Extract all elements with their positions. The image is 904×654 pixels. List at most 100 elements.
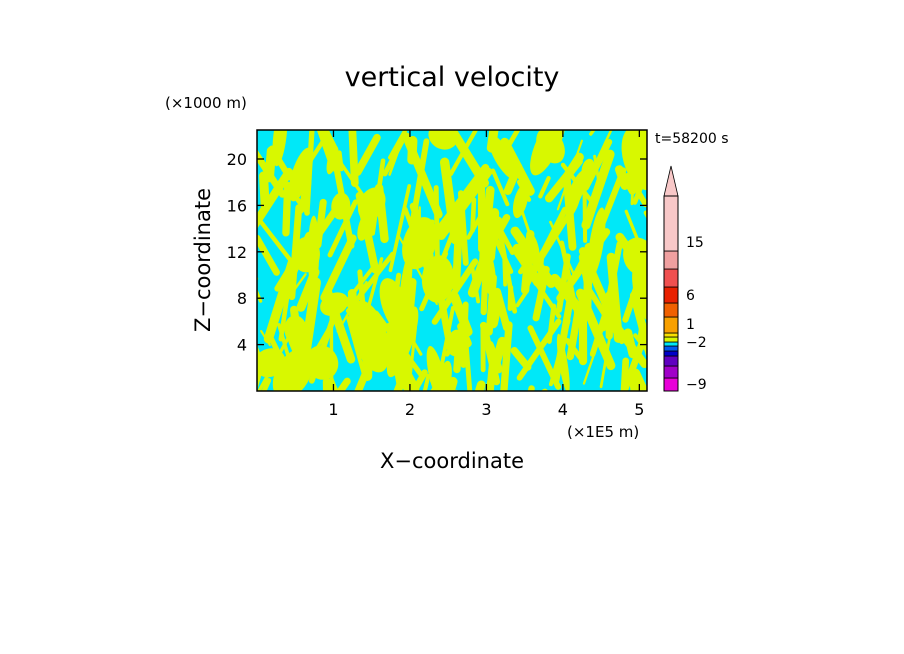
field-streak [583, 139, 613, 191]
field-blob [566, 169, 588, 208]
colorbar-segment [663, 268, 679, 288]
field-blob [421, 255, 455, 303]
field-blob [320, 292, 349, 316]
field-streak [261, 378, 272, 391]
colorbar-label: 6 [686, 288, 695, 304]
colorbar-segment [663, 377, 679, 392]
time-label: t=58200 s [655, 131, 729, 147]
field-streak [320, 234, 357, 302]
field-streak [589, 130, 596, 136]
field-blob [357, 187, 386, 221]
field-streak [646, 319, 647, 327]
field-streak [488, 296, 503, 329]
field-streak [250, 410, 281, 452]
field-streak [257, 239, 258, 264]
field-streak [338, 398, 347, 418]
colorbar-segment [663, 350, 679, 357]
x-axis-label: X−coordinate [380, 449, 524, 473]
field-blob [488, 134, 517, 179]
field-streak [291, 273, 307, 294]
field-streak [353, 133, 381, 176]
x-tick-label: 5 [634, 400, 644, 419]
field-bands [210, 130, 658, 462]
field-streak [210, 389, 252, 444]
field-streak [510, 346, 532, 371]
field-streak [452, 407, 475, 436]
field-streak [552, 292, 575, 384]
chart-title: vertical velocity [345, 62, 560, 93]
field-streak [300, 277, 321, 357]
field-streak [348, 130, 359, 187]
colorbar-segment [663, 345, 679, 352]
x-tick-label: 2 [405, 400, 415, 419]
field-streak [454, 389, 458, 391]
field-streak [438, 305, 455, 373]
colorbar-segment [663, 316, 679, 334]
colorbar-label: −9 [686, 377, 707, 393]
colorbar-label: 1 [686, 317, 695, 333]
y-tick-label: 16 [227, 196, 247, 215]
field-streak [646, 232, 647, 236]
colorbar-segment [663, 195, 679, 252]
field-blob [526, 232, 540, 262]
field-streak [410, 138, 430, 224]
field-streak [245, 266, 246, 286]
field-streak [533, 411, 538, 438]
field-blob [305, 345, 339, 380]
field-blob [623, 237, 647, 276]
field-blob [350, 300, 390, 373]
field-streak [502, 365, 509, 391]
field-streak [421, 407, 425, 437]
colorbar-segment [663, 332, 679, 338]
field-streak [470, 197, 477, 233]
field-blob [257, 348, 286, 378]
field-streak [541, 388, 548, 391]
field-streak [630, 177, 635, 206]
colorbar-frame [663, 195, 679, 392]
field-streak [499, 137, 535, 196]
field-streak [529, 210, 573, 276]
field-streak [651, 301, 658, 387]
field-streak [625, 172, 647, 208]
field-blob [426, 345, 447, 391]
colorbar-label: 15 [686, 235, 704, 251]
plot-area [210, 129, 658, 462]
colorbar-extend-arrow [663, 165, 679, 197]
field-streak [527, 385, 535, 391]
field-streak [549, 220, 576, 278]
y-tick-label: 20 [227, 150, 247, 169]
field-streak [259, 398, 305, 462]
field-streak [606, 314, 647, 369]
field-blob [379, 278, 414, 337]
plot-frame [256, 129, 648, 392]
y-axis-unit-label: (×1000 m) [165, 94, 247, 112]
field-blob [567, 228, 604, 291]
field-blob [331, 192, 351, 220]
field-streak [434, 163, 490, 235]
field-streak [336, 280, 368, 333]
field-streak [448, 130, 479, 177]
field-streak [401, 360, 411, 385]
field-streak [388, 184, 412, 273]
colorbar-label: −2 [686, 335, 707, 351]
field-blob [307, 215, 320, 289]
field-streak [631, 368, 647, 391]
x-tick-label: 4 [558, 400, 568, 419]
field-blob [479, 243, 496, 297]
colorbar-segment [663, 355, 679, 367]
colorbar-segment [663, 250, 679, 270]
colorbar-segment [663, 286, 679, 304]
field-streak [534, 402, 542, 460]
colorbar: 15 6 1 −2 −9 [663, 165, 707, 393]
field-blob [530, 130, 566, 176]
field-blob [284, 315, 308, 346]
field-blob [566, 191, 581, 219]
field-streak [507, 284, 514, 311]
field-streak [257, 234, 280, 276]
x-axis-unit-label: (×1E5 m) [567, 423, 639, 441]
field-blob [288, 147, 313, 202]
x-tick-label: 1 [328, 400, 338, 419]
field-streak [393, 377, 406, 391]
field-streak [327, 199, 358, 258]
